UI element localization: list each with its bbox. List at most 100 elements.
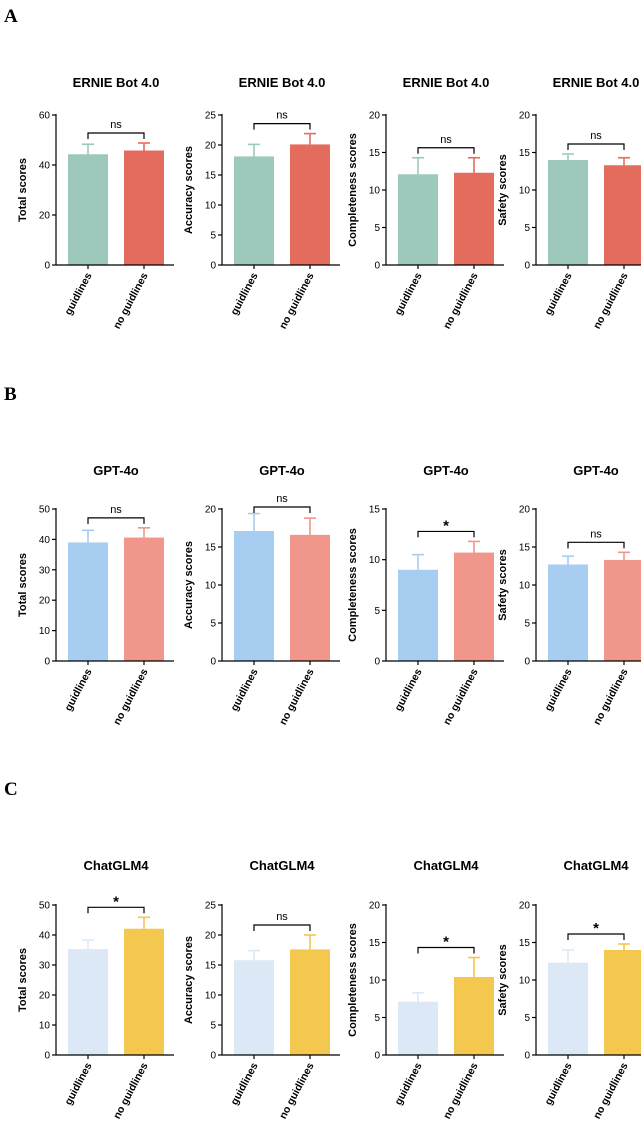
- significance-label: ns: [110, 504, 122, 516]
- bar-guidlines: [398, 1001, 438, 1055]
- chart-a-safety-scores: ERNIE Bot 4.0 Safety scores 0 5 10 15 20 guidli…: [497, 75, 641, 331]
- chart-b-safety-scores: GPT-4o Safety scores 0 5 10 15 20 guidlines no g…: [497, 463, 641, 727]
- bar-guidlines: [398, 569, 438, 661]
- y-tick-label: 15: [205, 171, 217, 182]
- y-tick-label: 15: [205, 961, 217, 972]
- bar-no-guidlines: [454, 172, 494, 265]
- y-axis-label: Safety scores: [497, 944, 509, 1016]
- significance-bracket: [253, 506, 311, 513]
- panel-letter-b: B: [4, 384, 17, 405]
- y-tick-label: 0: [44, 1051, 50, 1062]
- y-tick-label: 10: [369, 555, 381, 566]
- significance-bracket: [417, 530, 475, 538]
- chart-title: ERNIE Bot 4.0: [239, 75, 326, 90]
- y-tick-label: 5: [374, 223, 380, 234]
- significance-bracket: [87, 132, 145, 139]
- chart-b-accuracy-scores: GPT-4o Accuracy scores 0 5 10 15 20 guidlines no…: [183, 463, 340, 727]
- y-axis-label: Accuracy scores: [183, 146, 195, 234]
- bar-no-guidlines: [124, 537, 164, 661]
- x-category-label: no guidlines: [441, 667, 481, 727]
- y-tick-label: 15: [369, 505, 381, 516]
- x-category-label: guidlines: [228, 1061, 260, 1107]
- y-tick-label: 10: [369, 976, 381, 987]
- bar-guidlines: [398, 174, 438, 265]
- y-axis-label: Total scores: [17, 158, 29, 222]
- y-tick-label: 15: [369, 148, 381, 159]
- y-axis-label: Safety scores: [497, 549, 509, 621]
- significance-bracket: [87, 517, 145, 524]
- chart-title: ERNIE Bot 4.0: [403, 75, 490, 90]
- bar-no-guidlines: [454, 977, 494, 1055]
- significance-bracket: [567, 143, 625, 150]
- bar-guidlines: [548, 962, 588, 1055]
- significance-bracket: [567, 541, 625, 549]
- y-tick-label: 5: [524, 1013, 530, 1024]
- y-tick-label: 20: [39, 991, 51, 1002]
- x-category-label: no guidlines: [277, 667, 317, 727]
- y-tick-label: 0: [374, 1051, 380, 1062]
- y-tick-label: 10: [519, 186, 531, 197]
- y-tick-label: 15: [519, 543, 531, 554]
- bar-no-guidlines: [290, 949, 330, 1055]
- chart-title: ChatGLM4: [414, 858, 480, 873]
- chart-c-completeness-scores: ChatGLM4 Completeness scores 0 5 10 15 20 guidl…: [347, 858, 504, 1121]
- y-tick-label: 5: [524, 223, 530, 234]
- x-category-label: no guidlines: [441, 271, 481, 331]
- bar-no-guidlines: [604, 165, 641, 265]
- y-tick-label: 0: [44, 657, 50, 668]
- significance-label: ns: [276, 110, 288, 122]
- bar-no-guidlines: [604, 950, 641, 1055]
- x-category-label: no guidlines: [111, 1061, 151, 1121]
- significance-label: ns: [276, 911, 288, 923]
- y-tick-label: 0: [210, 657, 216, 668]
- bar-guidlines: [234, 531, 274, 661]
- bar-no-guidlines: [290, 534, 330, 661]
- bar-guidlines: [548, 160, 588, 265]
- bar-guidlines: [68, 154, 108, 265]
- y-tick-label: 0: [524, 261, 530, 272]
- x-category-label: no guidlines: [277, 271, 317, 331]
- y-tick-label: 20: [519, 111, 531, 122]
- y-tick-label: 40: [39, 931, 51, 942]
- x-category-label: guidlines: [392, 667, 424, 713]
- bar-guidlines: [234, 960, 274, 1055]
- x-category-label: guidlines: [392, 1061, 424, 1107]
- y-tick-label: 10: [519, 976, 531, 987]
- bar-no-guidlines: [124, 150, 164, 265]
- x-category-label: no guidlines: [111, 667, 151, 727]
- panel-letter-a: A: [4, 6, 18, 27]
- y-tick-label: 20: [205, 141, 217, 152]
- y-axis-label: Accuracy scores: [183, 541, 195, 629]
- chart-c-accuracy-scores: ChatGLM4 Accuracy scores 0 5 10 15 20 25 guidlin…: [183, 858, 340, 1121]
- significance-label: ns: [110, 119, 122, 131]
- y-tick-label: 10: [39, 626, 51, 637]
- y-tick-label: 15: [519, 148, 531, 159]
- significance-bracket: [567, 933, 625, 940]
- y-tick-label: 30: [39, 961, 51, 972]
- significance-label: *: [113, 893, 119, 910]
- y-tick-label: 20: [39, 596, 51, 607]
- y-axis-label: Completeness scores: [347, 923, 359, 1037]
- y-tick-label: 5: [210, 1021, 216, 1032]
- chart-b-total-scores: GPT-4o Total scores 0 10 20 30 40 50 guidlines no…: [17, 463, 174, 727]
- y-axis-label: Completeness scores: [347, 133, 359, 247]
- chart-c-total-scores: ChatGLM4 Total scores 0 10 20 30 40 50 guidlines…: [17, 858, 174, 1121]
- significance-bracket: [253, 924, 311, 931]
- y-axis-label: Accuracy scores: [183, 936, 195, 1024]
- y-axis-label: Total scores: [17, 553, 29, 617]
- chart-title: GPT-4o: [93, 463, 139, 478]
- bar-guidlines: [234, 156, 274, 265]
- y-tick-label: 20: [519, 505, 531, 516]
- x-category-label: no guidlines: [591, 667, 631, 727]
- panel-letter-c: C: [4, 779, 18, 800]
- x-category-label: no guidlines: [591, 1061, 631, 1121]
- y-tick-label: 15: [519, 938, 531, 949]
- y-tick-label: 30: [39, 565, 51, 576]
- bar-no-guidlines: [124, 928, 164, 1055]
- chart-title: ChatGLM4: [250, 858, 316, 873]
- chart-title: GPT-4o: [573, 463, 619, 478]
- y-tick-label: 0: [210, 261, 216, 272]
- significance-label: *: [443, 517, 449, 534]
- chart-a-accuracy-scores: ERNIE Bot 4.0 Accuracy scores 0 5 10 15 20 25 gu…: [183, 75, 340, 331]
- y-tick-label: 10: [205, 991, 217, 1002]
